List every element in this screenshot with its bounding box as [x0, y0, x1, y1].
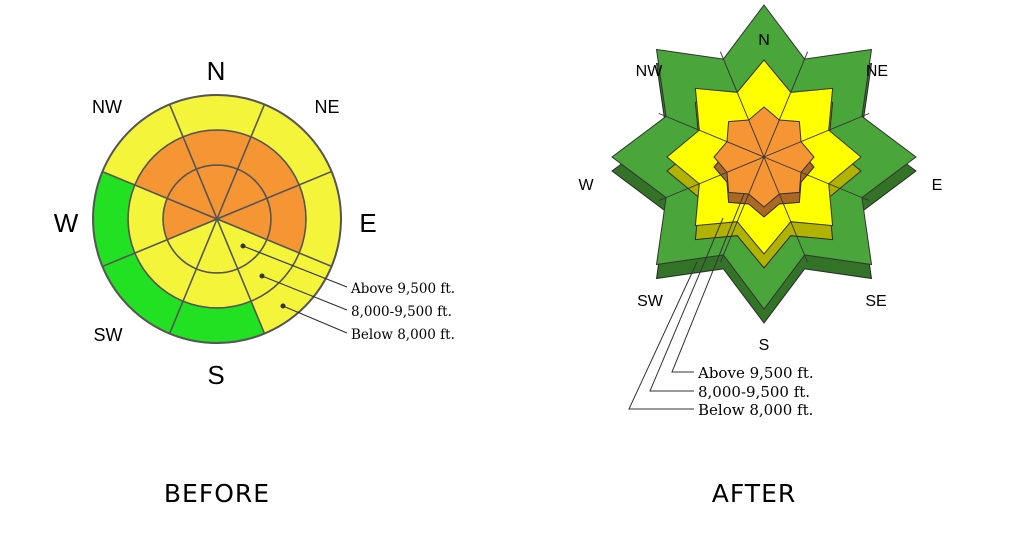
before-leader-line-1	[261, 275, 348, 311]
after-leader-line-1	[649, 217, 724, 392]
before-label-s: S	[207, 360, 224, 390]
before-caption: BEFORE	[164, 479, 270, 508]
after-divider-1	[763, 112, 870, 158]
before-leader-dot-0	[240, 243, 246, 249]
before-label-ne: NE	[314, 97, 339, 117]
after-divider-6	[658, 112, 765, 158]
before-leader-dot-2	[280, 303, 286, 309]
after-label-ne: NE	[866, 63, 888, 80]
after-label-w: W	[578, 177, 594, 194]
after-divider-4	[719, 156, 765, 263]
before-legend-below: Below 8,000 ft.	[351, 327, 455, 343]
before-legend-above: Above 9,500 ft.	[350, 281, 455, 297]
before-label-w: W	[54, 208, 79, 238]
after-legend-below: Below 8,000 ft.	[698, 401, 813, 419]
after-legend-leaders	[628, 193, 745, 410]
after-divider-2	[763, 156, 870, 202]
after-label-s: S	[759, 337, 770, 354]
before-leader-line-0	[242, 245, 348, 288]
after-label-sw: SW	[637, 293, 664, 310]
after-label-nw: NW	[636, 63, 664, 80]
after-label-e: E	[932, 177, 943, 194]
before-leader-dot-1	[259, 273, 265, 279]
before-sector-outer-e	[298, 170, 342, 268]
before-rose	[92, 94, 342, 344]
after-divider-0	[763, 51, 809, 158]
before-legend-middle: 8,000-9,500 ft.	[351, 304, 452, 320]
before-label-nw: NW	[92, 97, 122, 117]
before-label-sw: SW	[94, 325, 123, 345]
before-label-e: E	[359, 208, 376, 238]
before-label-n: N	[207, 56, 226, 86]
before-leader-line-2	[282, 305, 348, 334]
after-divider-3	[763, 156, 809, 263]
after-divider-5	[658, 156, 765, 202]
before-sector-outer-w	[92, 170, 136, 268]
before-legend-leaders	[240, 243, 348, 334]
before-sector-outer-s	[168, 300, 266, 344]
after-legend-middle: 8,000-9,500 ft.	[698, 383, 810, 401]
after-leader-line-0	[671, 193, 745, 373]
after-label-n: N	[758, 32, 770, 49]
after-rose	[611, 4, 917, 324]
before-outline	[92, 94, 342, 344]
after-label-se: SE	[865, 293, 886, 310]
before-sector-outer-n	[168, 94, 266, 138]
after-legend-above: Above 9,500 ft.	[697, 364, 814, 382]
after-caption: AFTER	[712, 479, 796, 508]
after-leader-line-2	[628, 261, 698, 410]
after-divider-7	[719, 51, 765, 158]
